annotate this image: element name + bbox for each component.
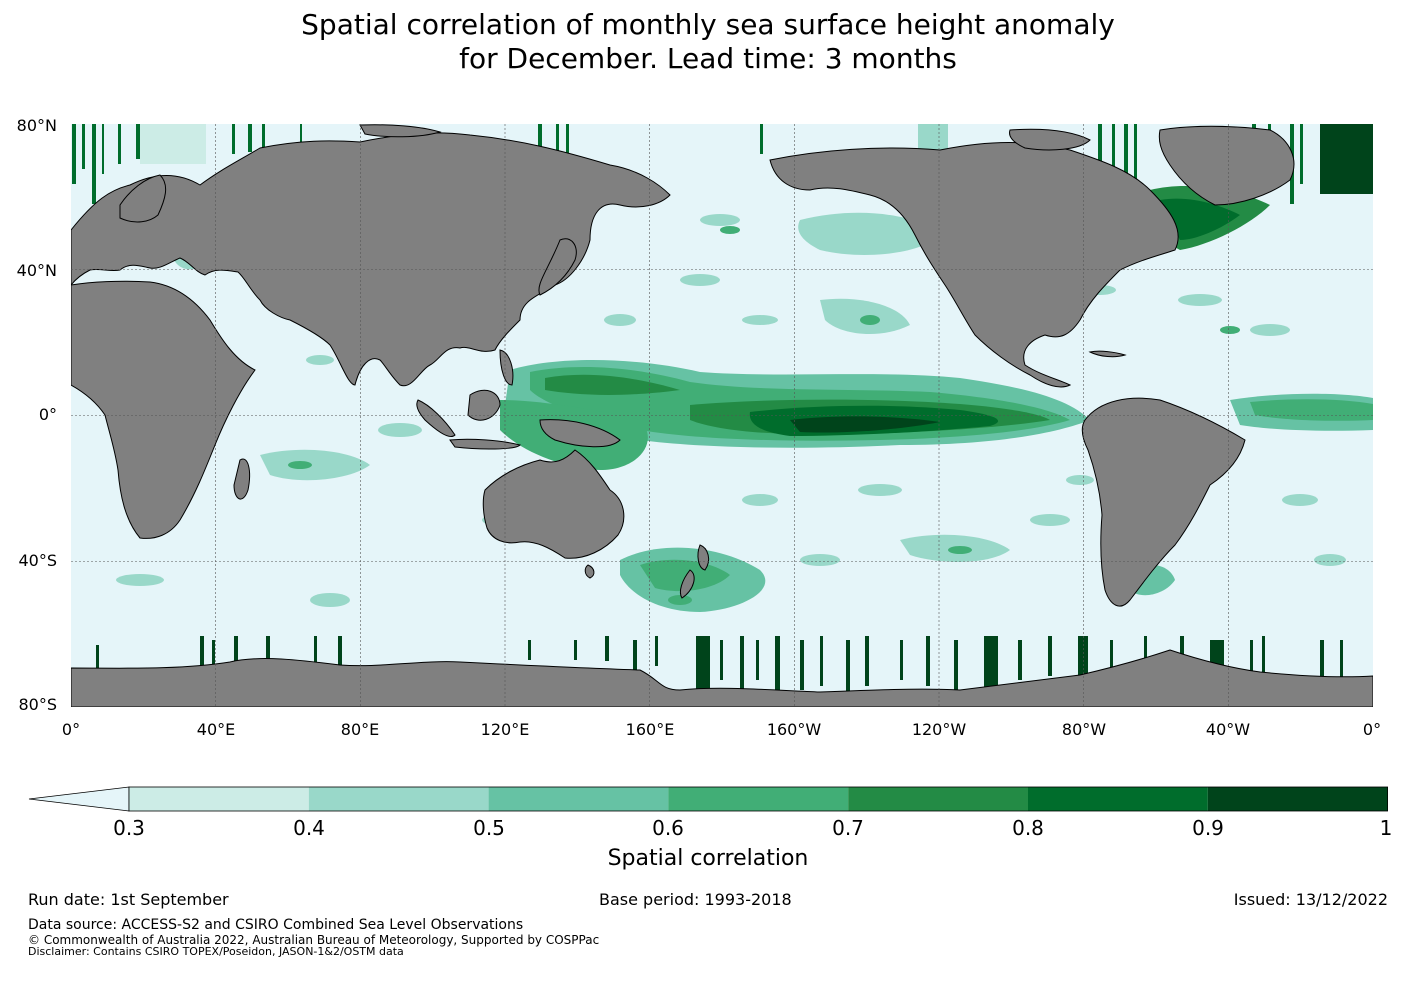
- colorbar-tick-6: 0.9: [1192, 816, 1224, 840]
- map-title-line1: Spatial correlation of monthly sea surfa…: [301, 8, 1115, 41]
- colorbar-tick-1: 0.4: [293, 816, 325, 840]
- lon-label-80e: 80°E: [340, 720, 380, 739]
- run-date: Run date: 1st September: [28, 890, 229, 909]
- lon-label-0-right: 0°: [1362, 720, 1382, 739]
- base-period: Base period: 1993-2018: [599, 890, 792, 909]
- lon-label-40e: 40°E: [196, 720, 236, 739]
- map-area: [71, 124, 1373, 707]
- disclaimer: Disclaimer: Contains CSIRO TOPEX/Poseido…: [28, 945, 404, 958]
- colorbar-bin-3: [668, 787, 849, 811]
- colorbar-tick-3: 0.6: [652, 816, 684, 840]
- lon-label-160w: 160°W: [766, 720, 822, 739]
- arctic-streaks: [72, 124, 1373, 204]
- colorbar-bin-1: [308, 787, 489, 811]
- lat-label-40s: 40°S: [18, 551, 57, 570]
- colorbar-under-arrow: [28, 786, 130, 812]
- lat-label-eq: 0°: [38, 405, 57, 424]
- colorbar-tick-4: 0.7: [832, 816, 864, 840]
- colorbar: [28, 786, 1388, 812]
- colorbar-tick-0: 0.3: [113, 816, 145, 840]
- graticule: [71, 124, 1373, 707]
- colorbar-tick-2: 0.5: [473, 816, 505, 840]
- lon-label-40w: 40°W: [1205, 720, 1251, 739]
- lat-label-40n: 40°N: [16, 261, 57, 280]
- colorbar-tick-5: 0.8: [1012, 816, 1044, 840]
- copyright: © Commonwealth of Australia 2022, Austra…: [28, 933, 600, 947]
- lon-label-80w: 80°W: [1061, 720, 1107, 739]
- issued-date: Issued: 13/12/2022: [1233, 890, 1388, 909]
- correlation-patches: [116, 185, 1373, 612]
- data-source: Data source: ACCESS-S2 and CSIRO Combine…: [28, 917, 524, 933]
- lon-label-0-left: 0°: [61, 720, 81, 739]
- colorbar-label: Spatial correlation: [607, 846, 809, 871]
- lat-label-80n: 80°N: [16, 116, 57, 135]
- colorbar-tick-7: 1: [1379, 816, 1393, 840]
- colorbar-bin-2: [488, 787, 669, 811]
- map-title-line2: for December. Lead time: 3 months: [459, 42, 957, 75]
- lon-label-120w: 120°W: [911, 720, 967, 739]
- lon-label-160e: 160°E: [625, 720, 675, 739]
- colorbar-bin-6: [1207, 787, 1388, 811]
- lon-label-120e: 120°E: [480, 720, 530, 739]
- colorbar-bin-0: [129, 787, 309, 811]
- lat-label-80s: 80°S: [18, 695, 57, 714]
- colorbar-bin-5: [1028, 787, 1208, 811]
- colorbar-bin-4: [848, 787, 1028, 811]
- land: [71, 124, 1373, 707]
